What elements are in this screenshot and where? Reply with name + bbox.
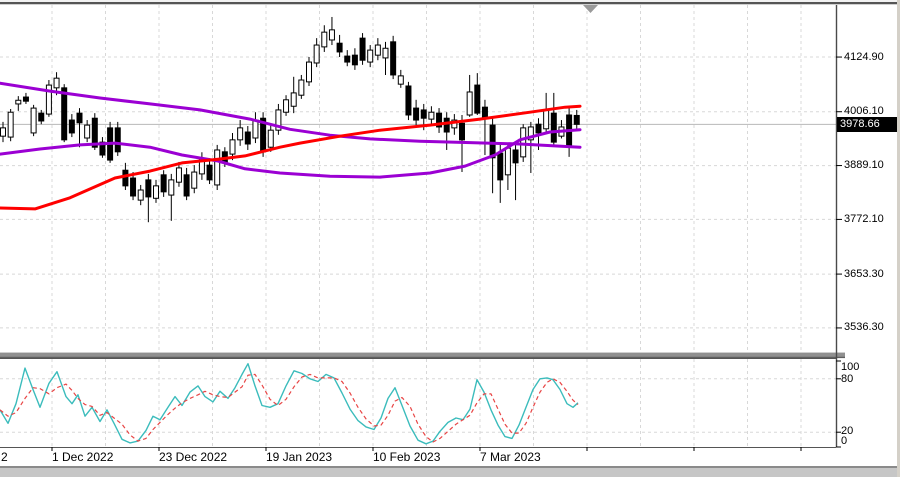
stoch-axis-label: 0 (841, 434, 848, 447)
bull-candle-body (267, 129, 274, 148)
bull-candle-body (53, 77, 60, 89)
price-axis-label: 3889.10 (844, 159, 884, 172)
stoch-axis-label: 100 (841, 361, 860, 373)
bull-candle-body (15, 99, 22, 105)
bear-candle-body (130, 177, 137, 197)
stochastic-panel[interactable] (0, 358, 836, 447)
bear-candle-body (99, 141, 106, 156)
price-axis-label: 3772.10 (844, 212, 884, 225)
window-top-edge (0, 0, 900, 5)
bull-candle-body (237, 127, 244, 141)
bull-candle-body (428, 111, 435, 120)
bear-candle-body (390, 41, 397, 76)
bear-candle-body (160, 174, 167, 193)
bull-candle-body (137, 189, 144, 201)
bear-candle-body (38, 112, 45, 122)
bull-candle-body (527, 126, 534, 141)
chart-shift-marker-icon[interactable] (583, 5, 598, 13)
bear-candle-body (413, 107, 420, 121)
bull-candle-body (374, 44, 381, 56)
bull-candle-body (275, 109, 282, 131)
bull-candle-body (283, 99, 290, 113)
bull-candle-body (290, 92, 297, 107)
bear-candle-body (443, 117, 450, 133)
current-price-box: 3978.66 (837, 116, 897, 132)
date-axis-label: 10 Feb 2023 (373, 450, 441, 464)
bull-candle-body (313, 44, 320, 64)
price-axis-label: 3536.30 (844, 321, 884, 334)
date-axis-label: 23 Dec 2022 (159, 450, 228, 464)
stoch-axis-label: 20 (841, 424, 854, 437)
bull-candle-body (466, 91, 473, 116)
bull-candle-body (306, 61, 312, 83)
bear-candle-body (76, 112, 83, 124)
price-axis-label: 4124.90 (844, 50, 884, 63)
bull-candle-body (45, 84, 52, 115)
ma-purple-fast-line (0, 81, 582, 149)
price-axis-label: 4006.10 (844, 105, 884, 118)
bear-candle-body (91, 117, 98, 148)
bear-candle-body (573, 114, 580, 125)
bear-candle-body (405, 85, 412, 116)
current-price-value: 3978.66 (840, 117, 880, 130)
bear-candle-body (474, 84, 481, 114)
bear-candle-body (114, 127, 121, 153)
main-chart-panel[interactable] (0, 5, 836, 352)
date-axis-label-partial: 2 (1, 450, 8, 464)
bear-candle-body (22, 96, 29, 102)
bull-candle-body (191, 171, 198, 189)
stoch-k-line (0, 363, 579, 445)
bull-candle-body (298, 79, 305, 96)
bear-candle-body (244, 131, 251, 145)
bear-candle-body (420, 109, 427, 119)
bull-candle-body (397, 75, 404, 85)
bear-candle-body (436, 112, 443, 128)
bull-candle-body (214, 149, 221, 186)
ma-purple-slow-line (0, 128, 582, 179)
bear-candle-body (351, 54, 358, 66)
date-axis-label: 1 Dec 2022 (52, 450, 114, 464)
price-axis-label: 3653.30 (844, 267, 884, 280)
window-right-edge (897, 0, 900, 477)
bull-candle-body (175, 167, 182, 183)
bear-candle-body (206, 164, 213, 181)
date-axis-label: 7 Mar 2023 (480, 450, 541, 464)
bull-candle-body (7, 111, 14, 138)
bear-candle-body (336, 42, 343, 53)
splitter-bar[interactable] (0, 353, 845, 357)
bear-candle-body (535, 123, 542, 134)
bull-candle-body (229, 139, 236, 155)
bear-candle-body (183, 174, 190, 197)
stoch-d-line (0, 373, 579, 443)
time-axis[interactable] (0, 447, 897, 466)
bull-candle-body (168, 179, 175, 196)
stoch-axis-label: 80 (841, 372, 854, 385)
bear-candle-body (359, 37, 366, 61)
bear-candle-body (68, 119, 75, 134)
bear-candle-body (61, 87, 68, 141)
bear-candle-body (344, 55, 351, 63)
bull-candle-body (382, 47, 389, 59)
bull-candle-body (0, 127, 6, 137)
bear-candle-body (512, 149, 519, 164)
bear-candle-body (489, 124, 496, 159)
splitter-shadow (0, 356, 845, 359)
ma-red-line (0, 104, 582, 211)
bull-candle-body (30, 107, 37, 134)
splitter-highlight (0, 352, 845, 354)
bear-candle-body (459, 122, 465, 141)
bull-candle-body (321, 31, 328, 48)
bull-candle-body (367, 49, 374, 63)
bull-candle-body (328, 29, 335, 41)
bear-candle-body (145, 179, 152, 198)
bear-candle-body (550, 112, 557, 143)
bull-candle-body (520, 127, 527, 158)
date-axis-label: 19 Jan 2023 (266, 450, 333, 464)
bull-candle-body (153, 185, 159, 199)
bear-candle-body (122, 169, 129, 187)
window-bottom-edge (0, 466, 900, 477)
bull-candle-body (84, 124, 91, 139)
